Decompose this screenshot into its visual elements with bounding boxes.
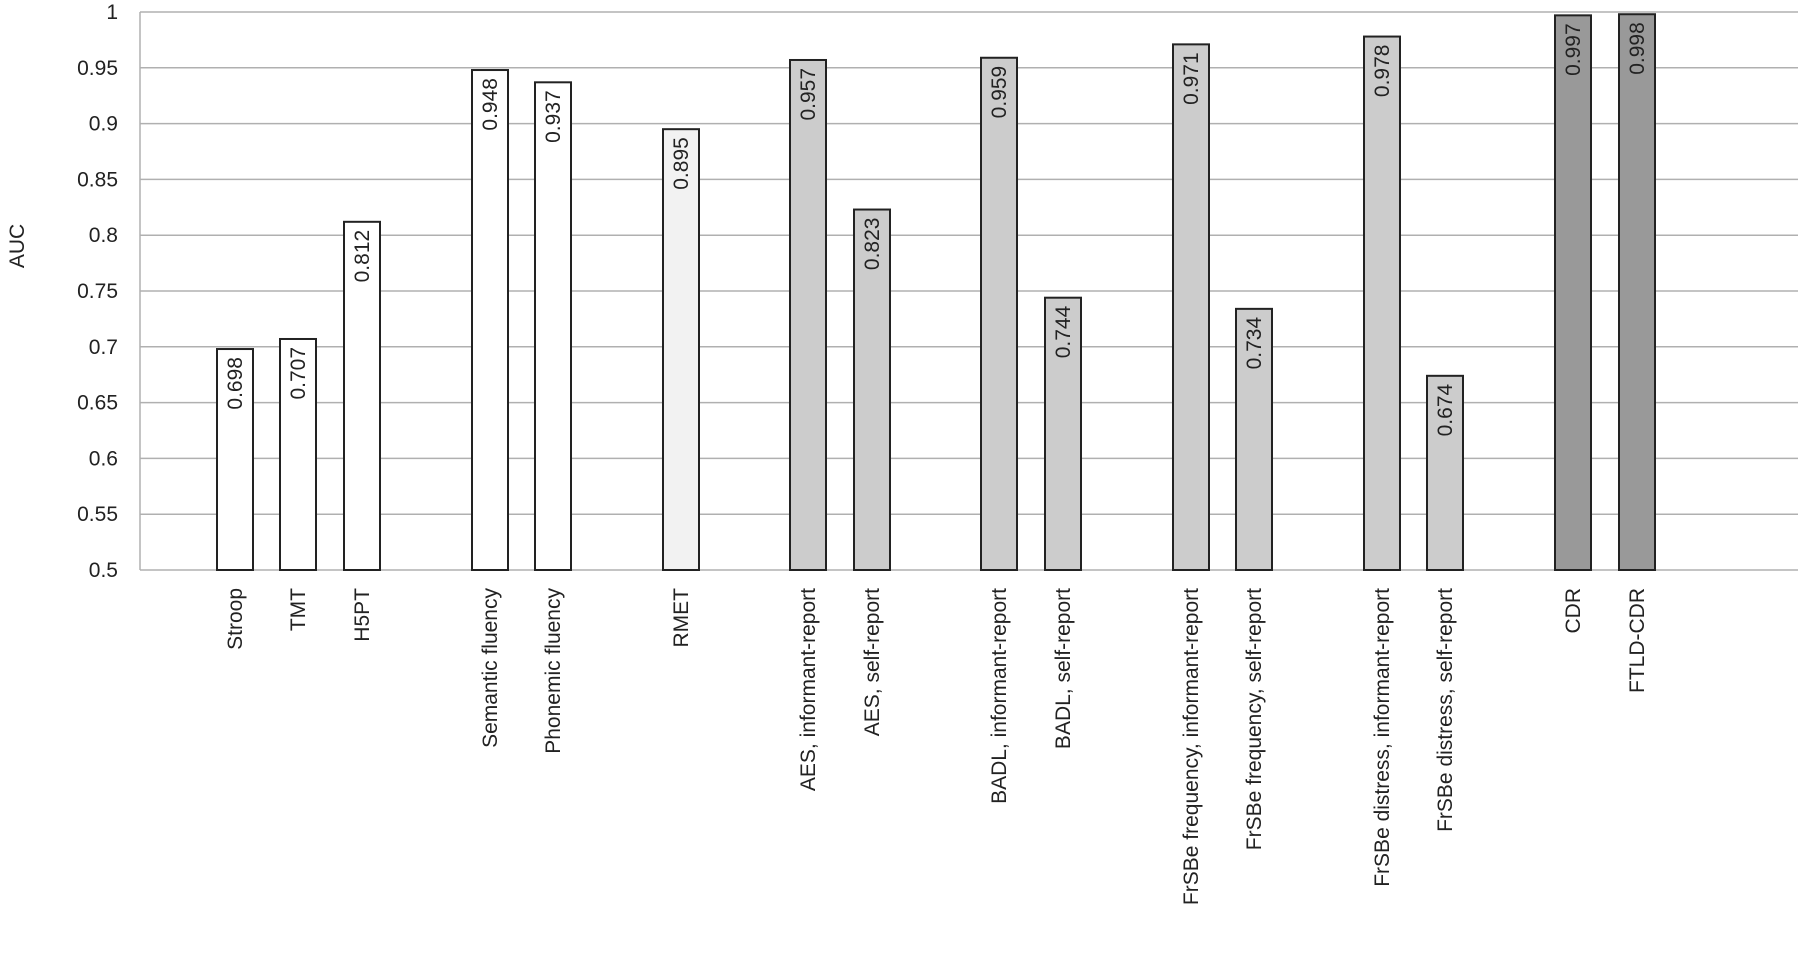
bar-value-label: 0.707 xyxy=(287,347,310,400)
y-tick-label: 0.7 xyxy=(89,336,118,359)
y-axis-title: AUC xyxy=(6,224,29,268)
category-label: Semantic fluency xyxy=(479,588,502,748)
bar-value-label: 0.895 xyxy=(670,137,693,190)
y-tick-label: 0.85 xyxy=(77,168,118,191)
bar-value-label: 0.698 xyxy=(224,357,247,410)
bar xyxy=(534,81,572,571)
y-tick-label: 0.9 xyxy=(89,113,118,136)
category-label: AES, self-report xyxy=(861,588,884,736)
bar xyxy=(980,56,1018,572)
bar xyxy=(1363,35,1401,571)
bar xyxy=(471,69,509,571)
bar-value-label: 0.948 xyxy=(479,78,502,131)
bar-value-label: 0.812 xyxy=(351,230,374,283)
y-tick-label: 0.75 xyxy=(77,280,118,303)
y-tick-label: 0.8 xyxy=(89,224,118,247)
bar xyxy=(279,337,317,571)
category-labels: Stroop TMT H5PT Semantic fluency Phonemic fl… xyxy=(224,588,1649,906)
category-label: RMET xyxy=(670,588,693,648)
bar-value-label: 0.971 xyxy=(1180,52,1203,105)
category-label: FrSBe distress, self-report xyxy=(1434,588,1457,832)
bar xyxy=(1235,307,1273,571)
bar xyxy=(1172,43,1210,571)
category-label: FrSBe frequency, informant-report xyxy=(1180,588,1203,905)
bar xyxy=(1618,13,1656,572)
y-tick-label: 0.65 xyxy=(77,392,118,415)
category-label: BADL, self-report xyxy=(1052,588,1075,749)
category-label: FTLD-CDR xyxy=(1626,588,1649,693)
bar-value-label: 0.744 xyxy=(1052,305,1075,358)
category-label: Phonemic fluency xyxy=(542,588,565,754)
y-tick-label: 0.95 xyxy=(77,57,118,80)
value-labels: 0.698 0.707 0.812 0.948 0.937 0.895 0.957 0.823… xyxy=(224,22,1649,436)
bar-value-label: 0.674 xyxy=(1434,384,1457,437)
category-label: CDR xyxy=(1562,588,1585,634)
y-tick-label: 0.6 xyxy=(89,447,118,470)
bar xyxy=(853,208,891,571)
bars xyxy=(216,13,1656,572)
bar-value-label: 0.823 xyxy=(861,218,884,271)
bar-value-label: 0.957 xyxy=(797,68,820,121)
bar xyxy=(1554,14,1592,571)
bar-value-label: 0.998 xyxy=(1626,22,1649,75)
bar-value-label: 0.734 xyxy=(1243,317,1266,370)
bar-value-label: 0.997 xyxy=(1562,23,1585,76)
category-label: FrSBe frequency, self-report xyxy=(1243,588,1266,850)
bar xyxy=(1044,296,1082,571)
bar-value-label: 0.978 xyxy=(1371,45,1394,98)
bar xyxy=(343,220,381,571)
category-label: TMT xyxy=(287,588,310,631)
bar xyxy=(216,348,254,572)
bar xyxy=(1426,374,1464,572)
bar xyxy=(789,58,827,571)
category-label: Stroop xyxy=(224,588,247,650)
bar-value-label: 0.959 xyxy=(988,66,1011,119)
category-label: AES, informant-report xyxy=(797,588,820,791)
y-axis-ticks: 0.5 0.55 0.6 0.65 0.7 0.75 0.8 0.85 0.9 0.95 1 xyxy=(77,1,118,582)
y-tick-label: 0.5 xyxy=(89,559,118,582)
bar-value-label: 0.937 xyxy=(542,90,565,143)
category-label: FrSBe distress, informant-report xyxy=(1371,588,1394,887)
y-tick-label: 1 xyxy=(106,1,118,24)
y-tick-label: 0.55 xyxy=(77,503,118,526)
category-label: H5PT xyxy=(351,588,374,642)
bar xyxy=(662,128,700,571)
category-label: BADL, informant-report xyxy=(988,588,1011,804)
gridlines xyxy=(139,11,1798,571)
